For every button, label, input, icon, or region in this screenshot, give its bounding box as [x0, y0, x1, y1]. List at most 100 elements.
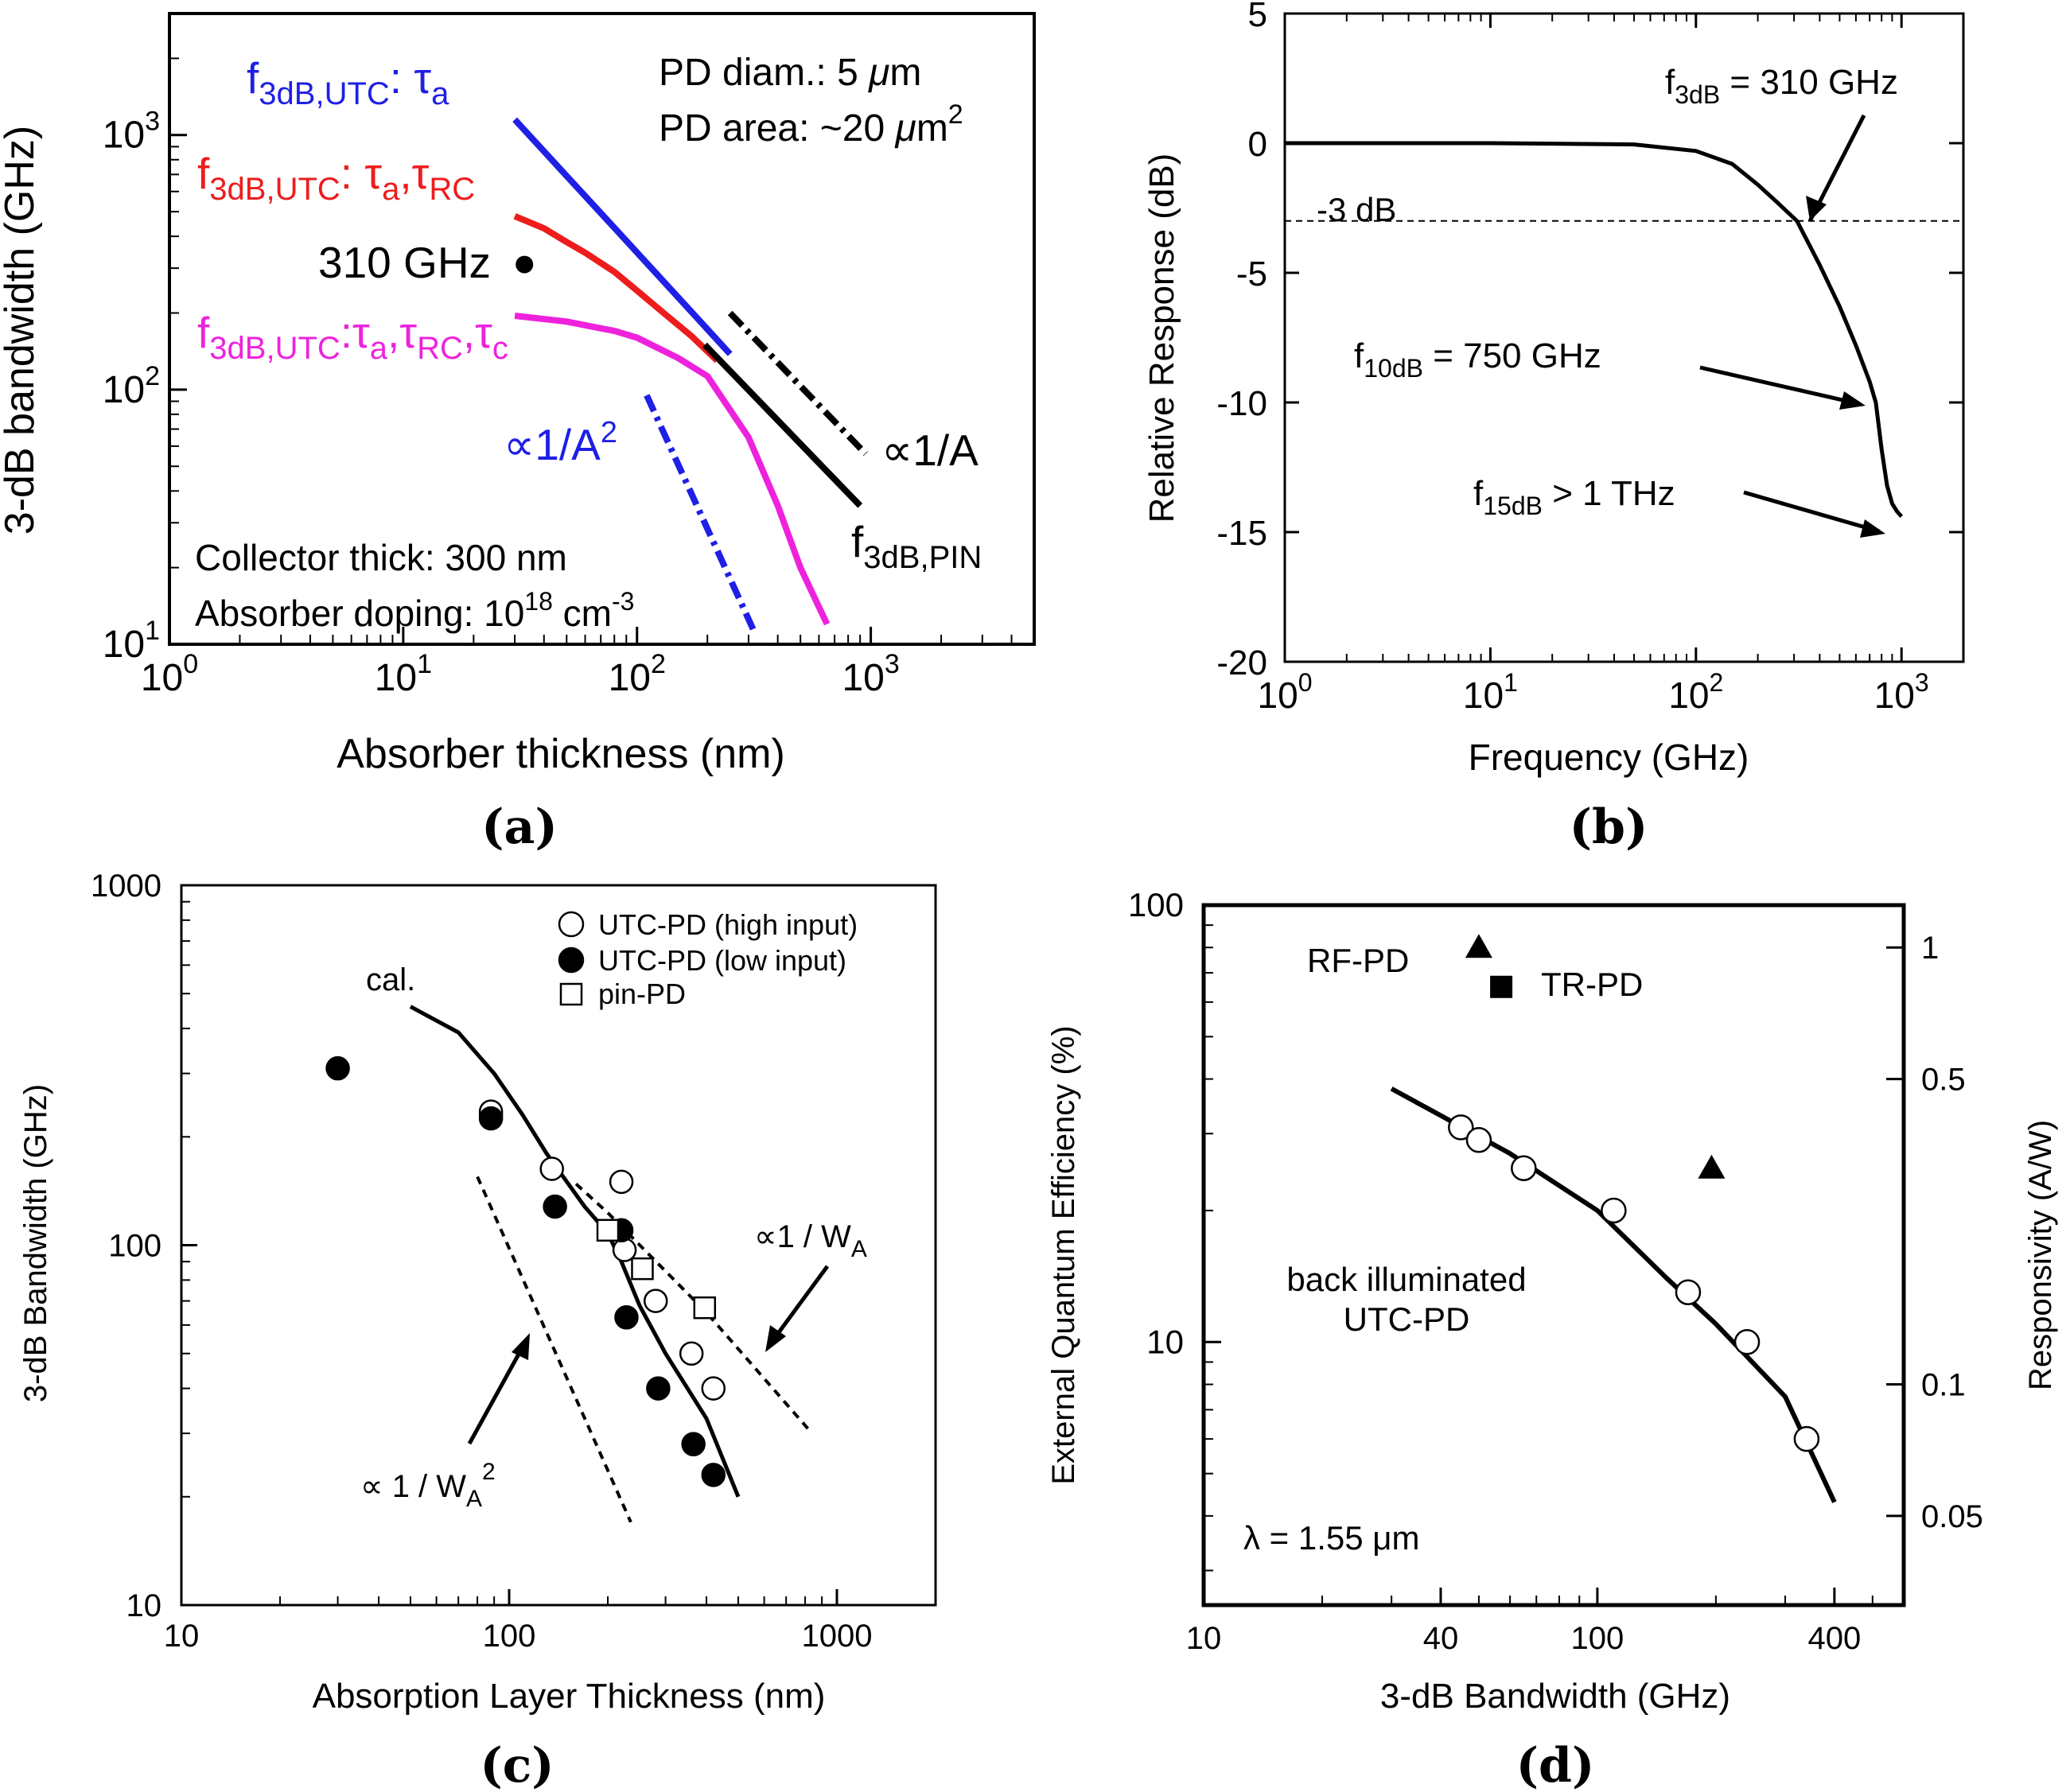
label-utc-pd: UTC-PD: [1344, 1300, 1470, 1338]
label-f3db-pin: f3dB,PIN: [851, 517, 982, 575]
legend-filled-circle-marker: [558, 947, 585, 974]
arrow-f3db-head: [1806, 196, 1827, 221]
label-doping: Absorber doping: 1018 cm-3: [195, 587, 634, 634]
marker-rfpd: [1465, 934, 1492, 958]
marker-pin: [693, 1296, 717, 1320]
label-rf-pd: RF-PD: [1307, 942, 1409, 979]
marker-utc_high: [643, 1289, 668, 1313]
x-tick-label: 40: [1423, 1621, 1459, 1656]
arrow-f10db-head: [1839, 391, 1866, 410]
label-cal: cal.: [366, 962, 415, 997]
panel-c-label: (c): [480, 1738, 554, 1792]
marker-utc: [1793, 1425, 1820, 1452]
label-310-ghz: 310 GHz: [318, 238, 491, 287]
series-inv_a_dashdot: [727, 310, 868, 457]
label-pd-diam: PD diam.: 5 μm: [659, 52, 921, 94]
marker-pin: [596, 1219, 620, 1242]
x-tick-label: 102: [1668, 668, 1723, 716]
y-tick-label: -10: [1216, 384, 1267, 423]
arrow-f15db-shaft: [1743, 490, 1880, 534]
panel-c-axes: 10 100 1000 10 100 1000: [91, 869, 872, 1654]
panel-d-ylabel: External Quantum Efficiency (%): [1046, 1025, 1081, 1484]
y-tick-label: 101: [103, 616, 160, 666]
marker-utc_low: [543, 1194, 567, 1219]
marker-utc_low: [701, 1463, 726, 1487]
x-tick-label: 100: [1571, 1621, 1624, 1656]
y2-tick-label: 1: [1921, 931, 1939, 966]
panel-b-frame: [1283, 12, 1965, 663]
panel-b-ylabel: Relative Response (dB): [1142, 154, 1181, 523]
panel-d-marks: [1390, 934, 1837, 1503]
marker-utc_high: [679, 1341, 704, 1366]
line-inv_w2: [476, 1176, 632, 1523]
marker-utc_low: [681, 1432, 706, 1456]
line-inv_w: [574, 1183, 814, 1435]
y-tick-label: 10: [1146, 1323, 1184, 1360]
y-tick-label: 100: [1128, 886, 1184, 923]
marker-utc_low: [325, 1055, 350, 1081]
series-tau_a_rc_c: [514, 313, 831, 626]
x-tick-label: 100: [1258, 668, 1313, 716]
panel-c-xlabel: Absorption Layer Thickness (nm): [313, 1677, 826, 1716]
x-tick-label: 101: [375, 649, 432, 699]
panel-c-ylabel: 3-dB Bandwidth (GHz): [18, 1084, 53, 1402]
label-f3db: f3dB = 310 GHz: [1665, 63, 1898, 109]
marker-utc_high: [609, 1169, 634, 1195]
label-f10db: f10dB = 750 GHz: [1354, 336, 1601, 383]
label-inv-a2: ∝1/A2: [504, 416, 617, 469]
y2-tick-label: 0.1: [1921, 1368, 1966, 1403]
x-tick-label: 400: [1807, 1621, 1861, 1656]
line-cal: [409, 1005, 741, 1498]
marker-utc: [1448, 1114, 1474, 1141]
label-lambda: λ = 1.55 μm: [1243, 1519, 1419, 1557]
panel-d: 10 40 100 400 10 100 1 0.5 0.1 0.05 External Quan…: [1046, 886, 2058, 1792]
y-tick-label: -20: [1216, 643, 1267, 682]
data-point-310ghz: [516, 255, 534, 274]
y-tick-label: 5: [1248, 0, 1267, 34]
marker-utc: [1675, 1279, 1702, 1305]
marker-utc: [1511, 1155, 1537, 1181]
panel-a-label: (a): [481, 799, 558, 855]
y-tick-label: 0: [1248, 125, 1267, 164]
x-tick-label: 101: [1463, 668, 1518, 716]
arrow-inv-wa-head: [765, 1325, 786, 1352]
y-tick-label: 103: [103, 107, 160, 157]
legend-pin: pin-PD: [598, 978, 686, 1010]
y-tick-label: 100: [108, 1229, 161, 1264]
marker-utc: [1465, 1127, 1492, 1153]
marker-utc_low: [478, 1106, 504, 1131]
marker-utc_low: [646, 1376, 671, 1401]
panel-b-axes: 100 101 102 103 5 0 -5 -10 -15 -20: [1216, 0, 1963, 716]
label-collector: Collector thick: 300 nm: [195, 537, 567, 578]
label-tau-a-rc: f3dB,UTC: τa,τRC: [197, 149, 475, 207]
panel-b-marks: [1285, 141, 1963, 519]
series-inv_a2: [644, 394, 758, 636]
arrow-f10db-shaft: [1699, 365, 1861, 406]
x-tick-label: 103: [1874, 668, 1929, 716]
marker-utc_low: [614, 1305, 639, 1330]
legend-open-square-marker: [559, 982, 583, 1006]
arrow-inv-wa2-shaft: [467, 1341, 527, 1445]
y-tick-label: -5: [1236, 255, 1267, 293]
marker-utc: [1601, 1197, 1627, 1224]
panel-d-label: (d): [1516, 1738, 1595, 1792]
x-tick-label: 100: [141, 649, 198, 699]
label-minus-3db: -3 dB: [1317, 191, 1396, 228]
panel-a-frame: [168, 12, 1036, 646]
label-tau-a-rc-c: f3dB,UTC:τa,τRC,τc: [197, 308, 508, 366]
legend-open-circle-marker: [558, 911, 585, 938]
panel-a-ylabel: 3-dB bandwidth (GHz): [0, 126, 43, 534]
panel-c-marks: [325, 1005, 814, 1523]
panel-b-label: (b): [1570, 799, 1648, 855]
series-response: [1285, 141, 1904, 519]
y-tick-label: 102: [103, 361, 160, 411]
legend-utc-low: UTC-PD (low input): [598, 944, 846, 977]
panel-c-legend: UTC-PD (high input) UTC-PD (low input) p…: [558, 908, 858, 1010]
marker-utc: [1733, 1329, 1761, 1355]
arrow-inv-wa-shaft: [768, 1265, 830, 1346]
label-back-illuminated: back illuminated: [1286, 1261, 1526, 1298]
panel-d-xlabel: 3-dB Bandwidth (GHz): [1380, 1677, 1730, 1716]
label-inv-a: ∝1/A: [881, 426, 979, 475]
